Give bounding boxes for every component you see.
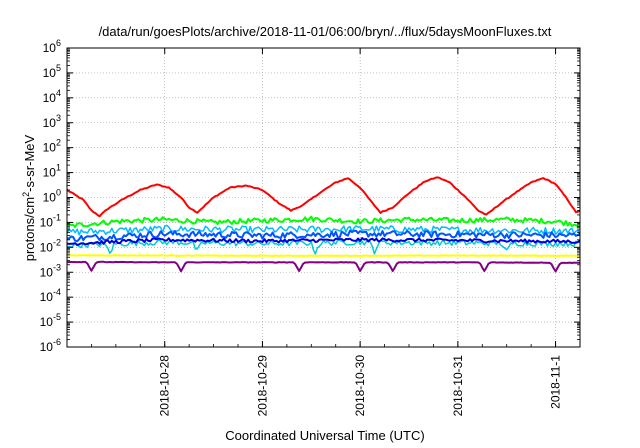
y-tick-label: 104: [43, 88, 61, 105]
x-tick-label: 2018-10-31: [451, 355, 465, 417]
y-tick-label: 101: [43, 163, 61, 180]
y-tick-label-base: 10: [43, 116, 57, 130]
x-tick-label: 2018-10-29: [255, 355, 269, 417]
y-tick-label-base: 10: [40, 265, 54, 279]
y-tick-label-base: 10: [40, 240, 54, 254]
series-line-3: [66, 229, 581, 243]
y-tick-label-exp: -3: [53, 262, 61, 272]
y-tick-label-exp: 6: [56, 38, 61, 48]
y-tick-label-base: 10: [40, 290, 54, 304]
y-tick-label: 10-3: [40, 262, 61, 279]
y-tick-label-exp: 5: [56, 63, 61, 73]
series-line-7: [67, 260, 581, 273]
x-tick-label: 2018-10-28: [158, 355, 172, 417]
y-tick-label: 102: [43, 138, 61, 155]
series-line-1: [66, 215, 581, 228]
y-tick-label-base: 10: [43, 191, 57, 205]
y-tick-label-base: 10: [40, 315, 54, 329]
chart-title: /data/run/goesPlots/archive/2018-11-01/0…: [99, 24, 552, 39]
series-line-6: [66, 254, 581, 257]
series-line-5: [66, 237, 581, 246]
y-tick-label-base: 10: [43, 41, 57, 55]
y-tick-label: 10-1: [40, 212, 61, 229]
grid-lines: [67, 48, 580, 347]
y-tick-label-base: 10: [43, 91, 57, 105]
x-tick-label: 2018-11-1: [549, 355, 563, 409]
y-axis-label: protons/cm2-s-sr-MeV: [21, 134, 37, 261]
y-tick-label-base: 10: [40, 215, 54, 229]
y-tick-label-base: 10: [40, 340, 54, 354]
y-tick-label-exp: 2: [56, 138, 61, 148]
y-tick-label: 100: [43, 188, 61, 205]
y-axis-label-rest: -s-sr-MeV: [22, 134, 37, 191]
plot-clip-group: [66, 176, 581, 273]
y-tick-label-exp: 4: [56, 88, 61, 98]
y-tick-label: 105: [43, 63, 61, 80]
y-tick-label-base: 10: [43, 166, 57, 180]
y-ticks: 10-610-510-410-310-210-11001011021031041…: [40, 38, 580, 354]
x-axis-label: Coordinated Universal Time (UTC): [225, 428, 424, 443]
y-axis-label-sup: 2: [21, 192, 31, 197]
y-axis-label-base: protons/cm: [22, 197, 37, 261]
y-tick-label: 10-4: [40, 287, 61, 304]
series-line-2: [66, 224, 581, 236]
y-tick-label: 10-2: [40, 237, 61, 254]
y-tick-label-exp: -2: [53, 237, 61, 247]
y-tick-label-exp: 0: [56, 188, 61, 198]
y-tick-label: 10-5: [40, 312, 61, 329]
series-line-0: [66, 176, 581, 218]
y-tick-label-base: 10: [43, 141, 57, 155]
y-tick-label: 10-6: [40, 337, 61, 354]
x-tick-label: 2018-10-30: [353, 355, 367, 417]
y-tick-label-exp: -1: [53, 212, 61, 222]
plot-frame: [66, 47, 581, 348]
y-tick-label: 106: [43, 38, 61, 55]
y-tick-label-base: 10: [43, 66, 57, 80]
x-ticks: 2018-10-28 2018-10-29 2018-10-30 2018-10-31…: [66, 48, 581, 417]
y-tick-label-exp: -5: [53, 312, 61, 322]
y-tick-label-exp: 3: [56, 113, 61, 123]
y-tick-label: 103: [43, 113, 61, 130]
y-tick-label-exp: -4: [53, 287, 61, 297]
y-tick-label-exp: 1: [56, 163, 61, 173]
y-tick-label-exp: -6: [53, 337, 61, 347]
